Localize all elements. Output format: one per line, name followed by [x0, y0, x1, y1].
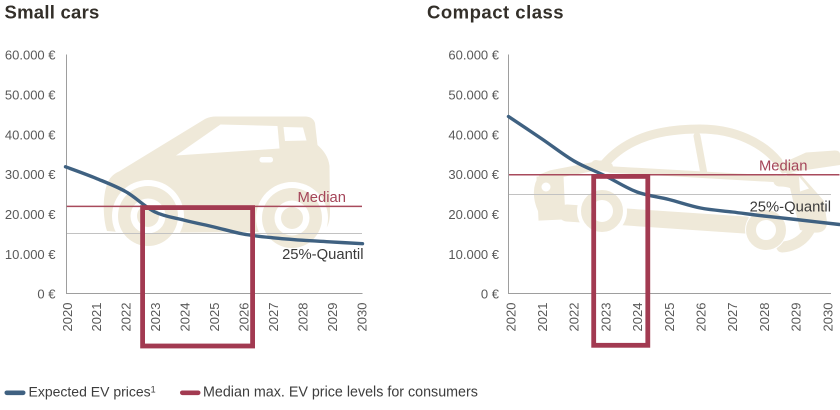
- svg-text:30.000 €: 30.000 €: [448, 167, 499, 182]
- svg-text:10.000 €: 10.000 €: [5, 247, 56, 262]
- svg-text:25%-Quantil: 25%-Quantil: [750, 200, 831, 216]
- svg-text:50.000 €: 50.000 €: [5, 87, 56, 102]
- svg-text:2020: 2020: [503, 303, 518, 332]
- svg-text:2029: 2029: [789, 303, 804, 332]
- svg-text:10.000 €: 10.000 €: [448, 247, 499, 262]
- svg-text:2026: 2026: [237, 303, 252, 332]
- svg-text:Median: Median: [297, 190, 346, 206]
- svg-text:2023: 2023: [148, 303, 163, 332]
- svg-text:Small cars: Small cars: [5, 2, 100, 23]
- svg-text:40.000 €: 40.000 €: [5, 127, 56, 142]
- svg-text:0 €: 0 €: [37, 287, 56, 302]
- svg-text:2028: 2028: [295, 303, 310, 332]
- svg-text:2025: 2025: [207, 303, 222, 332]
- svg-text:2027: 2027: [725, 303, 740, 332]
- svg-text:2021: 2021: [89, 303, 104, 332]
- svg-text:2022: 2022: [119, 303, 134, 332]
- svg-text:0 €: 0 €: [481, 287, 500, 302]
- svg-text:50.000 €: 50.000 €: [448, 87, 499, 102]
- svg-text:2027: 2027: [266, 303, 281, 332]
- svg-text:2029: 2029: [325, 303, 340, 332]
- svg-text:30.000 €: 30.000 €: [5, 167, 56, 182]
- svg-text:Expected EV prices1: Expected EV prices1: [29, 383, 156, 399]
- svg-text:2024: 2024: [630, 303, 645, 332]
- svg-text:2030: 2030: [820, 303, 835, 332]
- svg-text:2024: 2024: [178, 303, 193, 332]
- svg-text:2025: 2025: [662, 303, 677, 332]
- svg-text:2028: 2028: [757, 303, 772, 332]
- svg-text:2022: 2022: [567, 303, 582, 332]
- svg-text:20.000 €: 20.000 €: [5, 207, 56, 222]
- svg-text:Median max. EV price levels fo: Median max. EV price levels for consumer…: [203, 384, 478, 400]
- svg-text:60.000 €: 60.000 €: [448, 48, 499, 63]
- svg-text:Compact class: Compact class: [427, 2, 564, 23]
- svg-text:40.000 €: 40.000 €: [448, 127, 499, 142]
- svg-text:2020: 2020: [60, 303, 75, 332]
- svg-text:2030: 2030: [354, 303, 369, 332]
- svg-text:2023: 2023: [598, 303, 613, 332]
- svg-text:60.000 €: 60.000 €: [5, 48, 56, 63]
- svg-text:25%-Quantil: 25%-Quantil: [282, 247, 363, 263]
- svg-text:20.000 €: 20.000 €: [448, 207, 499, 222]
- svg-text:2021: 2021: [535, 303, 550, 332]
- svg-text:Median: Median: [759, 159, 808, 175]
- svg-text:2026: 2026: [694, 303, 709, 332]
